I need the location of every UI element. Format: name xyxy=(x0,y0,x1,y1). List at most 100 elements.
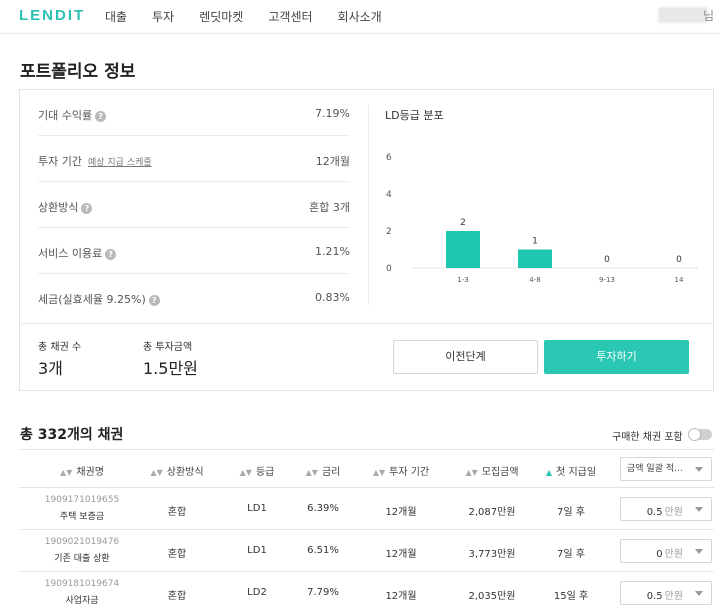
bond-table-header: ▲▼ 채권명 ▲▼ 상환방식 ▲▼ 등급 ▲▼ 금리 ▲▼ 투자 기간 ▲▼ 모집금액 ▲ 첫… xyxy=(19,449,714,488)
help-icon[interactable]: ? xyxy=(105,248,117,260)
sort-active-icon: ▲ xyxy=(545,468,553,477)
y-tick-label: 0 xyxy=(386,264,392,274)
amount-select[interactable]: 0.5 만원 xyxy=(620,581,712,605)
info-row-tax: 세금(실효세율 9.25%)? 0.83% xyxy=(38,274,350,320)
info-value: 12개월 xyxy=(315,155,350,168)
y-tick-label: 2 xyxy=(386,227,392,237)
x-tick-label: 14 xyxy=(675,276,684,284)
col-header-first-pay[interactable]: ▲ 첫 지급일 xyxy=(545,467,597,478)
sort-icon: ▲▼ xyxy=(305,468,318,477)
col-header-repayment[interactable]: ▲▼ 상환방식 xyxy=(150,467,204,478)
col-header-rate[interactable]: ▲▼ 금리 xyxy=(305,467,341,478)
bond-first-pay: 15일 후 xyxy=(553,591,589,602)
bulk-amount-select[interactable]: 금액 일괄 적... xyxy=(620,457,712,481)
info-value: 7.19% xyxy=(315,107,350,120)
sort-icon: ▲▼ xyxy=(239,468,252,477)
col-header-term[interactable]: ▲▼ 투자 기간 xyxy=(372,467,430,478)
page-title: 포트폴리오 정보 xyxy=(20,62,136,82)
info-value: 1.21% xyxy=(315,245,350,258)
nav-link-invest[interactable]: 투자 xyxy=(152,10,175,24)
bond-id[interactable]: 1909181019674 xyxy=(44,579,120,589)
data-label: 2 xyxy=(460,218,466,228)
x-tick-label: 1-3 xyxy=(457,276,468,284)
bond-first-pay: 7일 후 xyxy=(557,507,585,518)
top-nav: LENDIT 대출 투자 렌딧마켓 고객센터 회사소개 님 xyxy=(0,0,720,34)
col-header-grade[interactable]: ▲▼ 등급 xyxy=(239,467,275,478)
nav-link-company[interactable]: 회사소개 xyxy=(337,10,382,24)
info-label: 서비스 이용료 xyxy=(38,247,103,260)
data-label: 0 xyxy=(604,255,610,265)
info-row-term: 투자 기간 예상 지급 스케줄 12개월 xyxy=(38,136,350,182)
bond-term: 12개월 xyxy=(385,549,417,560)
amount-value: 0.5 xyxy=(646,507,663,518)
info-value: 0.83% xyxy=(315,291,350,304)
table-row[interactable]: 1909021019476 기존 대출 상환 혼합 LD1 6.51% 12개월… xyxy=(19,530,714,572)
bond-repayment: 혼합 xyxy=(167,507,187,518)
chart-title: LD등급 분포 xyxy=(385,109,444,122)
total-bonds-label: 총 채권 수 xyxy=(38,342,82,353)
info-label: 세금(실효세율 9.25%) xyxy=(38,293,146,306)
bond-rate: 6.51% xyxy=(307,545,339,556)
table-row[interactable]: 1909171019655 주택 보증금 혼합 LD1 6.39% 12개월 2… xyxy=(19,488,714,530)
bond-name[interactable]: 기존 대출 상환 xyxy=(54,554,110,564)
nav-links: 대출 투자 렌딧마켓 고객센터 회사소개 xyxy=(105,8,407,25)
amount-unit: 만원 xyxy=(664,507,683,518)
nav-link-support[interactable]: 고객센터 xyxy=(268,10,313,24)
bond-raised: 2,087만원 xyxy=(468,507,516,518)
amount-value: 0 xyxy=(656,549,663,560)
bond-table: ▲▼ 채권명 ▲▼ 상환방식 ▲▼ 등급 ▲▼ 금리 ▲▼ 투자 기간 ▲▼ 모집금액 ▲ 첫… xyxy=(19,449,714,611)
help-icon[interactable]: ? xyxy=(81,202,93,214)
include-purchased-toggle[interactable] xyxy=(688,428,712,441)
bond-raised: 3,773만원 xyxy=(468,549,516,560)
x-tick-label: 9-13 xyxy=(599,276,615,284)
data-label: 1 xyxy=(532,237,538,247)
info-label: 상환방식 xyxy=(38,201,79,214)
toggle-knob[interactable] xyxy=(688,428,701,441)
amount-select[interactable]: 0.5 만원 xyxy=(620,497,712,521)
bar xyxy=(446,231,480,268)
info-row-expected-return: 기대 수익률? 7.19% xyxy=(38,90,350,136)
bond-term: 12개월 xyxy=(385,507,417,518)
sort-icon: ▲▼ xyxy=(465,468,478,477)
bond-repayment: 혼합 xyxy=(167,591,187,602)
sort-icon: ▲▼ xyxy=(150,468,163,477)
nav-link-loan[interactable]: 대출 xyxy=(105,10,128,24)
previous-step-button[interactable]: 이전단계 xyxy=(393,340,538,374)
table-row[interactable]: 1909181019674 사업자금 혼합 LD2 7.79% 12개월 2,0… xyxy=(19,572,714,611)
bond-list-title: 총 332개의 채권 xyxy=(20,427,124,443)
amount-unit: 만원 xyxy=(664,591,683,602)
bond-name[interactable]: 사업자금 xyxy=(65,596,99,606)
user-name-blurred[interactable] xyxy=(658,7,708,23)
bond-name[interactable]: 주택 보증금 xyxy=(59,512,105,522)
col-header-name[interactable]: ▲▼ 채권명 xyxy=(60,467,104,478)
user-name-suffix[interactable]: 님 xyxy=(702,9,714,23)
chevron-down-icon xyxy=(695,467,703,472)
grade-distribution-chart: 0 2 4 6 2 1-3 1 4-8 0 9-13 0 14 xyxy=(386,153,698,284)
portfolio-info-list: 기대 수익률? 7.19% 투자 기간 예상 지급 스케줄 12개월 상환방식? … xyxy=(38,90,350,320)
sort-icon: ▲▼ xyxy=(60,468,73,477)
info-row-service-fee: 서비스 이용료? 1.21% xyxy=(38,228,350,274)
bond-first-pay: 7일 후 xyxy=(557,549,585,560)
y-tick-label: 4 xyxy=(386,190,392,200)
help-icon[interactable]: ? xyxy=(148,294,160,306)
info-row-repayment: 상환방식? 혼합 3개 xyxy=(38,182,350,228)
data-label: 0 xyxy=(676,255,682,265)
info-label: 투자 기간 xyxy=(38,155,82,168)
bond-id[interactable]: 1909021019476 xyxy=(44,537,120,547)
info-label: 기대 수익률 xyxy=(38,109,93,122)
bond-grade: LD1 xyxy=(247,545,267,556)
chevron-down-icon xyxy=(695,549,703,554)
payment-schedule-link[interactable]: 예상 지급 스케줄 xyxy=(87,158,152,168)
bar xyxy=(518,249,552,268)
help-icon[interactable]: ? xyxy=(95,110,107,122)
bond-id[interactable]: 1909171019655 xyxy=(44,495,120,505)
lendit-logo[interactable]: LENDIT xyxy=(19,7,86,24)
bond-rate: 6.39% xyxy=(307,503,339,514)
col-header-raised[interactable]: ▲▼ 모집금액 xyxy=(465,467,519,478)
amount-unit: 만원 xyxy=(664,549,683,560)
nav-link-market[interactable]: 렌딧마켓 xyxy=(199,10,244,24)
chevron-down-icon xyxy=(695,507,703,512)
invest-button[interactable]: 투자하기 xyxy=(544,340,689,374)
amount-select[interactable]: 0 만원 xyxy=(620,539,712,563)
bond-term: 12개월 xyxy=(385,591,417,602)
